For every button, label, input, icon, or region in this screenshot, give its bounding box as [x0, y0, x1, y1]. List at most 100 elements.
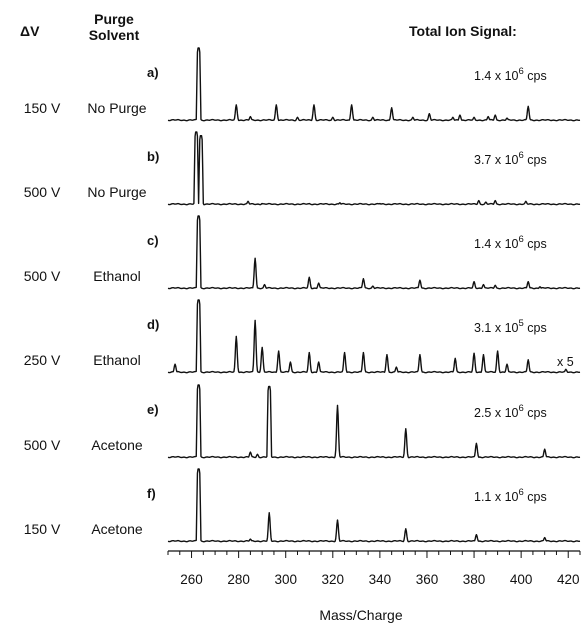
peak-point — [483, 284, 484, 285]
peak-point — [363, 352, 364, 353]
peak-point — [379, 203, 380, 204]
peak-point — [236, 336, 237, 337]
voltage-label: 500 V — [24, 184, 61, 200]
spectrum-trace — [168, 385, 580, 458]
x-axis-label: Mass/Charge — [319, 607, 402, 623]
delta-v-header: ΔV — [20, 23, 40, 39]
solvent-label: Ethanol — [93, 352, 140, 368]
x-tick-label: 360 — [416, 572, 439, 587]
peak-point — [250, 452, 251, 453]
peak-point — [257, 454, 258, 455]
peak-point — [412, 117, 413, 118]
peak-point — [525, 201, 526, 202]
solvent-label: No Purge — [87, 184, 146, 200]
panel-1: a)150 VNo Purge1.4 x 106 cps — [24, 47, 580, 120]
peak-point — [363, 278, 364, 279]
peak-point — [276, 104, 277, 105]
peak-point — [391, 107, 392, 108]
panel-label: c) — [147, 233, 159, 248]
peak-point — [344, 352, 345, 353]
peak-point — [372, 285, 373, 286]
peak-point — [290, 361, 291, 362]
total-ion-signal-value: 2.5 x 106 cps — [474, 403, 547, 420]
peak-point — [419, 354, 420, 355]
total-ion-signal-value: 1.4 x 106 cps — [474, 66, 547, 83]
peak-point — [198, 468, 199, 469]
peak-point — [262, 203, 263, 204]
peak-point — [196, 131, 197, 132]
peak-point — [528, 359, 529, 360]
peak-point — [455, 358, 456, 359]
peak-point — [198, 215, 199, 216]
peak-point — [473, 353, 474, 354]
spectrum-trace — [168, 300, 580, 373]
peak-point — [250, 116, 251, 117]
peak-point — [198, 299, 199, 300]
voltage-label: 150 V — [24, 521, 61, 537]
peak-point — [497, 351, 498, 352]
peak-point — [269, 512, 270, 513]
panel-5: e)500 VAcetone2.5 x 106 cps — [24, 384, 580, 457]
x-tick-label: 340 — [369, 572, 392, 587]
total-ion-signal-value: 1.1 x 106 cps — [474, 487, 547, 504]
peak-point — [419, 280, 420, 281]
peak-point — [473, 281, 474, 282]
peak-point — [309, 203, 310, 204]
voltage-label: 500 V — [24, 268, 61, 284]
spectrum-trace — [168, 216, 580, 289]
column-headers: ΔV Purge Solvent Total Ion Signal: — [20, 11, 517, 43]
total-ion-signal-header: Total Ion Signal: — [409, 23, 517, 39]
voltage-label: 150 V — [24, 100, 61, 116]
panel-label: a) — [147, 65, 159, 80]
peak-point — [236, 104, 237, 105]
peak-point — [396, 367, 397, 368]
x-tick-label: 300 — [274, 572, 297, 587]
peak-point — [544, 537, 545, 538]
peak-point — [200, 135, 201, 136]
peak-point — [278, 351, 279, 352]
spectrum-trace — [168, 48, 580, 121]
peak-point — [262, 347, 263, 348]
peak-point — [476, 443, 477, 444]
panel-2: b) 500 V No Purge 3.7 x 106 cps — [24, 131, 580, 204]
peak-point — [264, 284, 265, 285]
panel-label: e) — [147, 402, 159, 417]
peak-point — [452, 117, 453, 118]
peak-point — [337, 405, 338, 406]
purge-header-line2: Solvent — [89, 27, 140, 43]
spectra-panels: a) 150 V No Purge 1.4 x 106 cps b) 500 V No Pu… — [24, 47, 580, 541]
x-tick-label: 420 — [557, 572, 580, 587]
spectrum-trace — [168, 469, 580, 542]
voltage-label: 250 V — [24, 352, 61, 368]
peak-point — [339, 202, 340, 203]
peak-point — [318, 283, 319, 284]
x-tick-label: 320 — [322, 572, 345, 587]
peak-point — [337, 520, 338, 521]
peak-point — [405, 528, 406, 529]
solvent-label: Acetone — [91, 521, 143, 537]
spectrum-trace — [168, 132, 580, 205]
peak-point — [318, 361, 319, 362]
peak-point — [198, 47, 199, 48]
peak-point — [269, 386, 270, 387]
panel-label: b) — [147, 149, 159, 164]
peak-point — [198, 384, 199, 385]
total-ion-signal-value: 1.4 x 106 cps — [474, 234, 547, 251]
peak-point — [405, 428, 406, 429]
peak-point — [297, 117, 298, 118]
peak-point — [313, 104, 314, 105]
peak-point — [539, 286, 540, 287]
peak-point — [332, 117, 333, 118]
total-ion-signal-value: 3.7 x 106 cps — [474, 150, 547, 167]
peak-point — [459, 115, 460, 116]
peak-point — [309, 277, 310, 278]
peak-point — [255, 320, 256, 321]
peak-point — [429, 113, 430, 114]
peak-point — [495, 200, 496, 201]
peak-point — [485, 201, 486, 202]
peak-point — [351, 104, 352, 105]
peak-point — [544, 449, 545, 450]
peak-point — [495, 115, 496, 116]
panel-label: d) — [147, 317, 159, 332]
peak-point — [386, 354, 387, 355]
